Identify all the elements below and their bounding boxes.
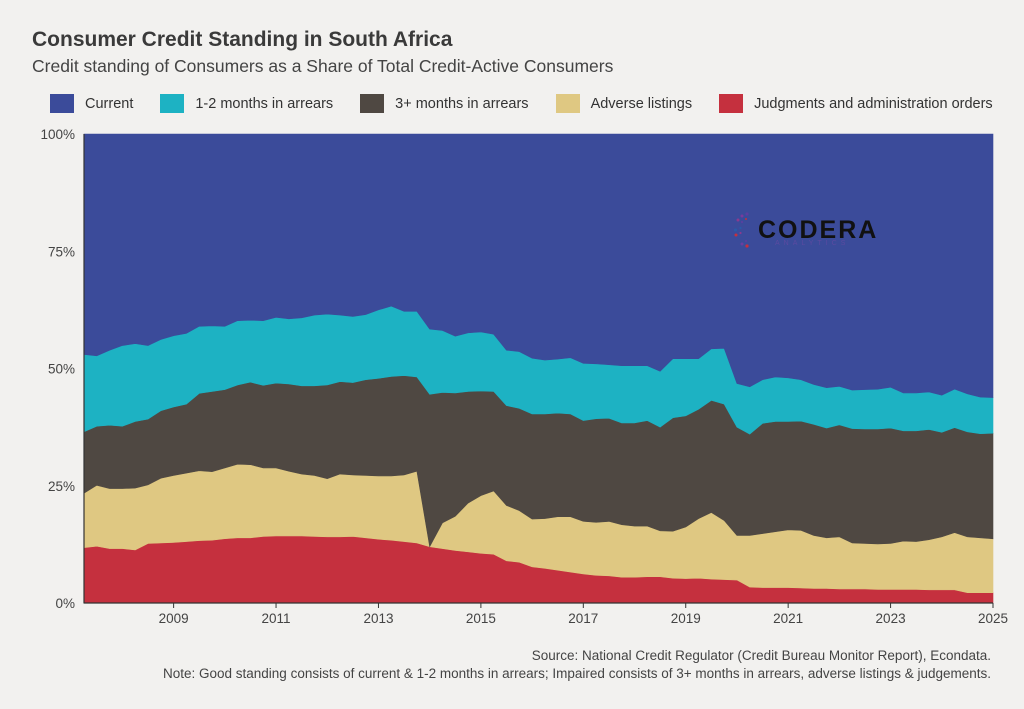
x-tick-label: 2015 [466,611,496,626]
y-tick-label: 100% [40,127,75,142]
x-tick-label: 2009 [159,611,189,626]
x-tick-label: 2025 [978,611,1008,626]
area-current [83,133,994,398]
x-tick-label: 2019 [671,611,701,626]
y-tick-label: 75% [48,244,75,259]
legend-label-3-plus-months: 3+ months in arrears [395,95,529,112]
codera-logo-tagline: ANALYTICS [775,240,850,247]
codera-logo-text: CODERA [758,215,879,244]
x-tick-label: 2023 [876,611,906,626]
legend-label-adverse-listings: Adverse listings [590,95,693,112]
legend-swatch-current [50,94,74,113]
legend-swatch-judgments [719,94,744,113]
y-tick-label: 25% [48,479,75,494]
legend-label-judgments: Judgments and administration orders [754,95,993,112]
legend-item-3-plus-months: 3+ months in arrears [360,94,529,113]
chart-title: Consumer Credit Standing in South Africa [32,28,453,51]
y-tick-label: 50% [48,362,75,377]
chart-subtitle: Credit standing of Consumers as a Share … [32,56,614,76]
codera-logo: CODERA ANALYTICS [733,210,878,250]
legend-item-judgments: Judgments and administration orders [719,94,993,113]
axes: 0% 25% 50% 75% 100% 2009 2011 2013 2015 2017 2019 2… [40,127,1008,626]
legend: Current 1-2 months in arrears 3+ months … [50,94,993,113]
legend-item-1-2-months: 1-2 months in arrears [160,94,333,113]
legend-label-1-2-months: 1-2 months in arrears [195,95,334,112]
legend-swatch-adverse-listings [555,94,580,113]
legend-item-current: Current [50,94,133,113]
legend-label-current: Current [85,95,134,112]
x-tick-label: 2013 [363,611,393,626]
x-tick-label: 2011 [262,611,291,626]
legend-swatch-1-2-months [160,94,185,113]
area-layers [83,133,994,604]
legend-item-adverse-listings: Adverse listings [555,94,693,113]
x-tick-label: 2021 [773,611,803,626]
x-tick-label: 2017 [568,611,598,626]
source-note: Source: National Credit Regulator (Credi… [531,648,991,663]
legend-swatch-3-plus-months [360,94,385,113]
methodology-note: Note: Good standing consists of current … [162,666,991,681]
y-tick-label: 0% [55,596,75,611]
codera-logo-mark-icon [733,212,749,248]
